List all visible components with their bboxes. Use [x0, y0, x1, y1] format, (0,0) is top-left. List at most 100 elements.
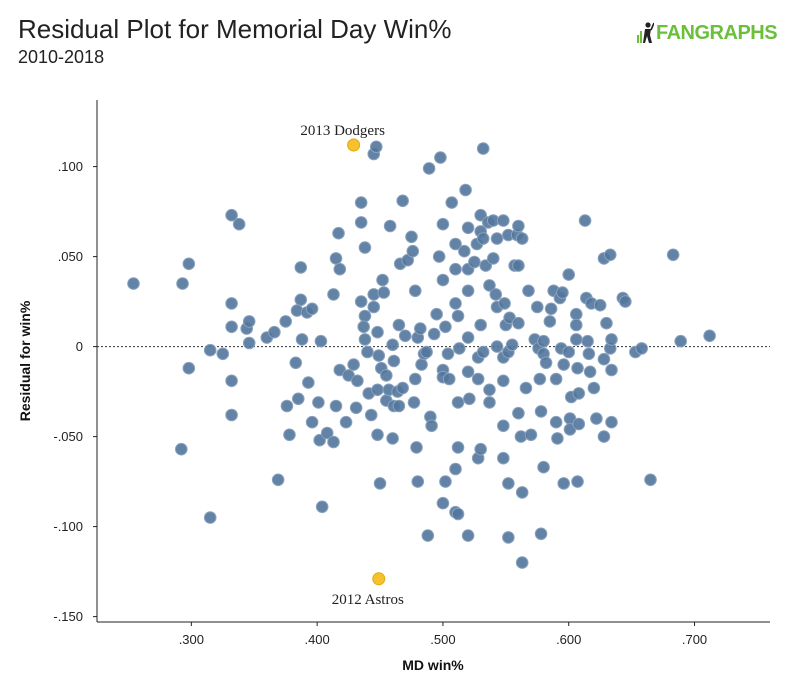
x-tick-label: .300: [179, 632, 204, 647]
data-point: [512, 406, 525, 420]
data-point: [461, 529, 475, 542]
data-point: [410, 441, 423, 454]
data-point: [283, 428, 296, 442]
highlight-point: [347, 138, 361, 152]
data-point: [268, 325, 281, 339]
data-point: [295, 333, 309, 346]
data-point: [216, 347, 230, 361]
data-point: [498, 297, 511, 310]
data-point: [449, 237, 462, 251]
data-point: [512, 316, 525, 330]
data-point: [449, 262, 462, 276]
data-point: [349, 401, 363, 415]
data-point: [451, 507, 465, 521]
fangraphs-logo: FANGRAPHS: [636, 20, 778, 46]
data-point: [515, 556, 529, 569]
data-point: [305, 302, 319, 316]
data-point: [427, 327, 441, 341]
y-tick-label: -.150: [53, 609, 83, 624]
data-point: [497, 214, 510, 227]
x-tick-label: .400: [304, 632, 329, 647]
data-point: [476, 142, 490, 155]
data-point: [203, 511, 217, 524]
data-point: [329, 252, 343, 265]
data-point: [430, 307, 443, 321]
data-point: [562, 345, 576, 359]
chart-title: Residual Plot for Memorial Day Win%: [18, 14, 452, 44]
data-point: [371, 325, 384, 339]
data-point: [408, 372, 422, 386]
data-point: [339, 415, 353, 429]
x-tick-label: .500: [430, 632, 455, 647]
fangraphs-logo-icon: [636, 21, 655, 45]
data-point: [406, 244, 420, 258]
data-point: [411, 475, 425, 488]
data-point: [452, 342, 466, 355]
data-point: [583, 365, 597, 379]
data-point: [357, 320, 370, 334]
data-point: [597, 430, 611, 443]
data-point: [479, 259, 493, 272]
chart-subtitle: 2010-2018: [18, 47, 105, 67]
logo-text: FANGRAPHS: [656, 21, 778, 44]
data-point: [486, 252, 500, 265]
data-point: [413, 322, 427, 335]
data-point: [590, 412, 603, 425]
data-point: [483, 279, 496, 292]
data-point: [666, 248, 680, 262]
data-point: [225, 297, 238, 310]
data-point: [461, 284, 475, 298]
data-point: [605, 333, 618, 346]
data-point: [461, 221, 475, 235]
data-point: [502, 477, 515, 490]
data-point: [436, 496, 450, 510]
data-point: [451, 396, 465, 409]
data-point: [474, 208, 487, 222]
data-point: [537, 460, 550, 474]
highlight-label: 2012 Astros: [332, 592, 404, 608]
data-point: [358, 333, 372, 346]
data-point: [422, 162, 436, 175]
data-point: [571, 475, 584, 488]
data-point: [386, 338, 399, 352]
y-tick-label: -.100: [53, 519, 83, 534]
data-point: [635, 342, 648, 355]
data-point: [376, 273, 389, 287]
data-point: [358, 309, 372, 323]
data-point: [436, 217, 450, 231]
data-point: [408, 284, 422, 298]
data-point: [364, 408, 378, 422]
data-point: [294, 293, 308, 307]
data-point: [461, 331, 475, 344]
data-point: [225, 208, 238, 222]
data-point: [600, 316, 613, 330]
data-point: [497, 419, 510, 433]
data-point: [515, 486, 529, 499]
data-point: [461, 365, 475, 379]
data-point: [354, 216, 368, 229]
data-point: [581, 334, 594, 348]
data-point: [543, 315, 557, 328]
data-point: [373, 477, 387, 490]
data-point: [578, 214, 592, 227]
data-point: [483, 383, 496, 397]
data-point: [458, 244, 471, 258]
data-point: [415, 358, 428, 371]
data-point: [369, 140, 383, 154]
data-point: [445, 196, 459, 209]
data-point: [351, 374, 364, 388]
data-point: [280, 399, 294, 413]
data-point: [537, 334, 550, 348]
data-points: [127, 140, 716, 569]
x-tick-label: .700: [682, 632, 707, 647]
data-point: [569, 307, 583, 321]
data-point: [396, 194, 409, 208]
data-point: [174, 442, 188, 456]
data-point: [556, 286, 569, 299]
data-point: [279, 315, 292, 328]
data-point: [519, 381, 533, 395]
data-point: [383, 219, 397, 233]
data-point: [449, 297, 462, 310]
data-point: [421, 529, 435, 542]
data-point: [441, 347, 455, 361]
